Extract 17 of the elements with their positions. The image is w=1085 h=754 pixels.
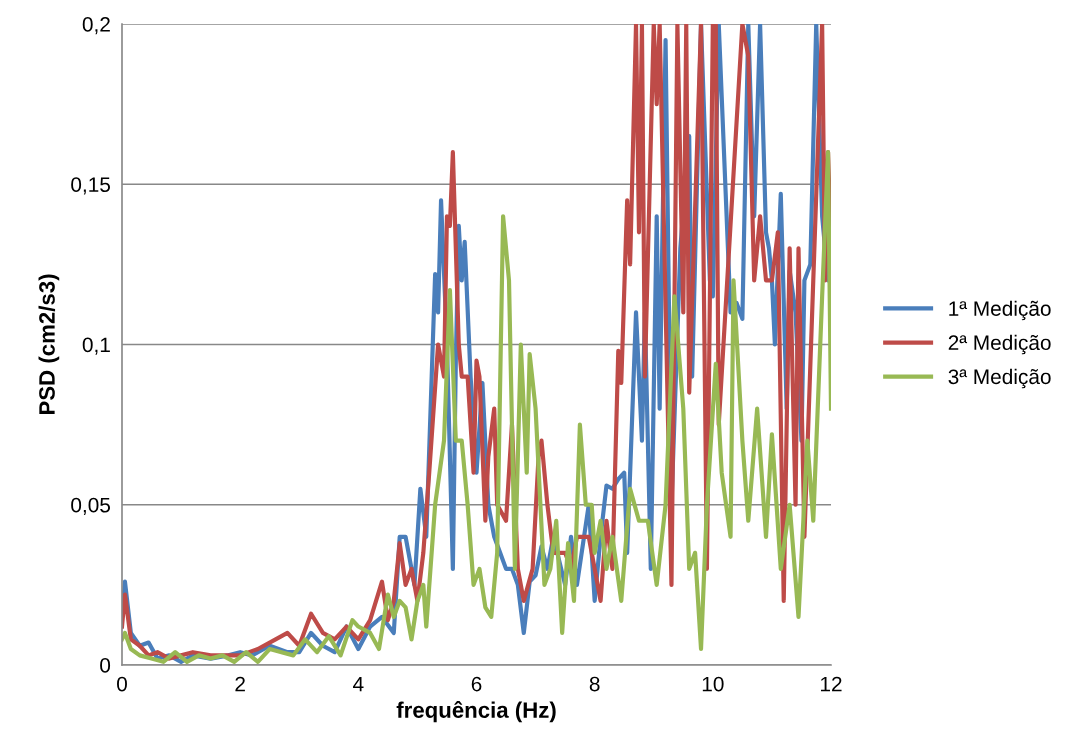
y-tick-label: 0,1 — [82, 337, 110, 355]
x-tick-label: 6 — [471, 676, 482, 692]
y-tick-label: 0,05 — [71, 497, 111, 515]
legend-label: 2ª Medição — [948, 334, 1051, 355]
x-tick-label: 10 — [702, 676, 724, 692]
y-tick-label: 0,2 — [82, 17, 110, 35]
y-tick-label: 0 — [100, 658, 111, 673]
legend-label: 1ª Medição — [949, 300, 1051, 321]
x-tick-label: 0 — [117, 676, 127, 692]
legend-label: 3ª Medição — [948, 368, 1051, 389]
x-tick-label: 8 — [589, 676, 600, 692]
x-tick-label: 12 — [821, 676, 842, 692]
y-tick-label: 0,15 — [71, 177, 111, 195]
x-tick-label: 4 — [353, 676, 364, 692]
y-axis-title: PSD (cm2/s3) — [38, 274, 60, 415]
x-tick-label: 2 — [235, 676, 245, 692]
x-axis-title: frequência (Hz) — [396, 701, 556, 723]
